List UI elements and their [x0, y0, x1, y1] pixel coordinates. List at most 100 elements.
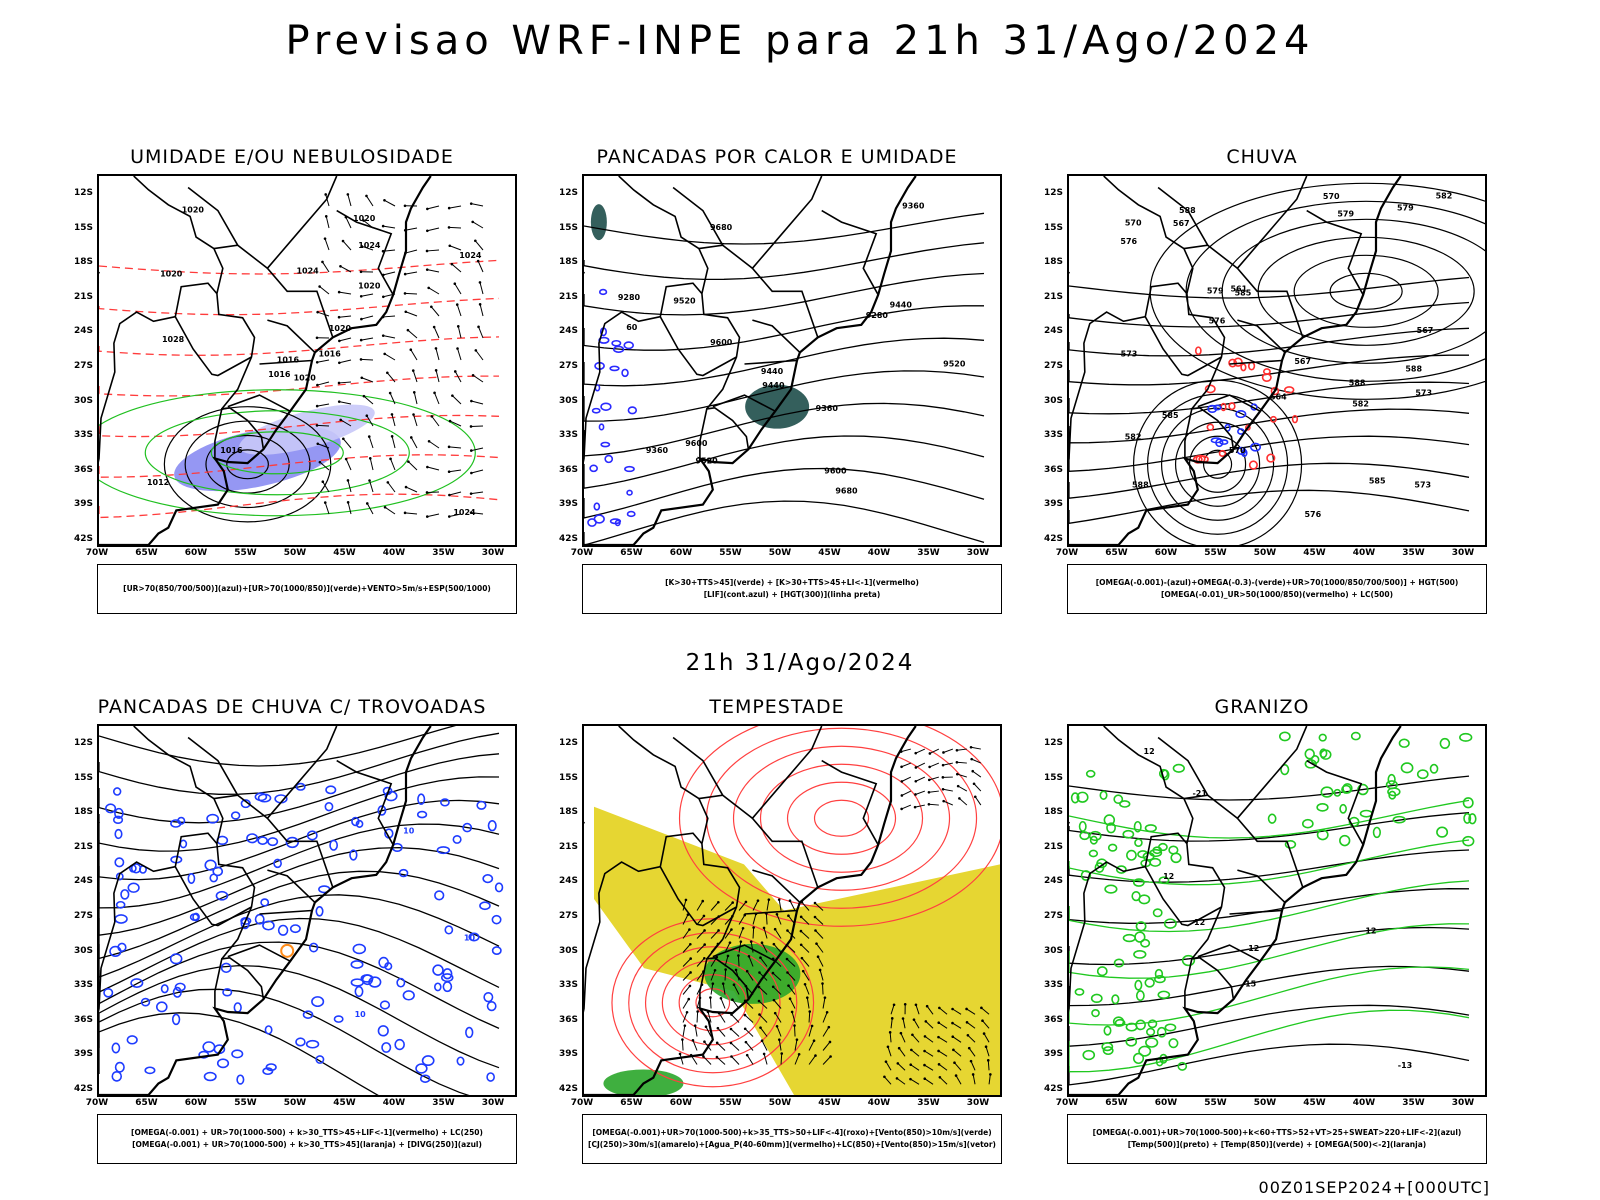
latitude-tick-label: 24S: [73, 876, 93, 887]
contour-cell: [246, 833, 259, 844]
wind-vector-head: [772, 998, 776, 1002]
wind-vector: [449, 469, 462, 473]
wind-vector-head: [981, 1019, 984, 1023]
temperature-contour: [1069, 888, 1470, 924]
wind-vector-head: [953, 1061, 956, 1065]
contour-cell: [354, 985, 364, 998]
wind-vector-head: [365, 502, 369, 505]
wind-vector-head: [362, 394, 366, 398]
wind-vector-head: [447, 206, 451, 210]
contour-label: 1028: [162, 335, 185, 344]
wind-vector-head: [973, 795, 977, 799]
wind-vector: [724, 902, 734, 911]
contour-cell: [127, 882, 140, 893]
wind-vector-head: [913, 805, 917, 809]
wind-vector: [983, 1033, 990, 1043]
wind-vector-head: [787, 984, 790, 987]
wind-vector-head: [800, 956, 804, 960]
wind-vector-head: [775, 912, 779, 916]
latitude-tick-label: 21S: [73, 291, 93, 302]
wind-vector: [682, 985, 691, 995]
wind-vector: [928, 803, 939, 806]
wind-vector: [902, 1018, 906, 1029]
contour-cell: [114, 807, 124, 819]
country-border: [259, 909, 313, 915]
contour-label: 1020: [160, 269, 183, 278]
wind-vector: [733, 984, 740, 995]
pressure-contour: [628, 932, 798, 1074]
country-border: [1103, 726, 1226, 960]
country-border: [751, 176, 823, 338]
wind-vector: [915, 1004, 920, 1015]
latitude-tick-label: 12S: [73, 188, 93, 198]
wind-vector: [709, 997, 712, 1009]
wind-vector: [914, 804, 925, 808]
wind-vector: [340, 419, 352, 427]
contour-cell: [277, 924, 289, 936]
contour-cell: [611, 339, 622, 347]
wind-vector-head: [803, 982, 807, 986]
contour-cell: [231, 1049, 244, 1059]
contour-cell: [377, 1025, 389, 1037]
wind-vector: [968, 1047, 976, 1057]
contour-label: 1024: [358, 241, 381, 250]
contour-label: 1020: [294, 373, 317, 382]
streamline: [99, 846, 500, 936]
wind-vector: [887, 1046, 892, 1057]
wind-vector: [774, 928, 782, 939]
contour-cell: [264, 1025, 273, 1035]
contour-cell: [333, 1015, 344, 1023]
wind-vector-head: [914, 779, 918, 783]
contour-label: 60: [626, 323, 638, 332]
contour-cell: [295, 782, 306, 791]
wind-vector-head: [407, 460, 410, 463]
contour-cell: [368, 976, 382, 988]
wind-vector: [471, 400, 484, 405]
wind-vector-head: [346, 479, 350, 482]
wind-vector: [339, 337, 352, 342]
wind-vector-head: [937, 1035, 940, 1039]
wind-vector-head: [447, 226, 451, 229]
longitude-tick-label: 60W: [1154, 1098, 1178, 1108]
panel-pancadas-trovoadas: PANCADAS DE CHUVA C/ TROVOADAS 10 10 10 [O…: [57, 696, 527, 1166]
wind-vector: [966, 1021, 976, 1029]
contour-cell: [1102, 1046, 1114, 1056]
wind-vector-head: [687, 997, 691, 1001]
wind-vector-head: [704, 1025, 708, 1029]
wind-vector: [716, 1042, 726, 1051]
wind-vector: [325, 216, 330, 229]
wind-vector-head: [689, 957, 692, 960]
wind-vector-head: [470, 399, 473, 403]
country-border: [698, 244, 753, 269]
wind-vector-head: [810, 1024, 814, 1028]
wind-vector: [427, 513, 440, 518]
wind-vector-head: [788, 899, 792, 903]
contour-cell: [1096, 966, 1108, 977]
latitude-tick-label: 21S: [73, 841, 93, 852]
latitude-tick-label: 30S: [1043, 945, 1063, 956]
wind-vector: [890, 1004, 895, 1015]
wind-vector: [340, 265, 352, 273]
contour-label: 1024: [296, 266, 319, 275]
wind-vector: [383, 271, 396, 276]
wind-vector-head: [344, 457, 348, 461]
contour-cell: [1233, 357, 1243, 367]
longitude-tick-label: 35W: [432, 548, 455, 558]
map-granizo: 12 12 12 12 -13 -21 -15 12: [1067, 724, 1487, 1097]
wind-vector: [971, 758, 982, 764]
longitude-tick-label: 40W: [867, 1098, 891, 1108]
latitude-tick-label: 15S: [1043, 222, 1063, 233]
wind-vector-head: [341, 239, 345, 243]
contour-cell: [1144, 977, 1155, 988]
contour-cell: [289, 924, 301, 934]
thickness-contour: [99, 414, 500, 438]
contour-cell: [109, 945, 122, 957]
longitude-tick-label: 70W: [85, 1098, 109, 1108]
country-border: [133, 726, 256, 960]
latitude-tick-label: 18S: [1043, 257, 1063, 268]
wind-vector-head: [972, 782, 976, 786]
contour-label: 9680: [835, 487, 858, 496]
wind-vector: [710, 983, 714, 995]
wind-vector-head: [448, 493, 451, 497]
latitude-tick-label: 39S: [558, 499, 578, 510]
